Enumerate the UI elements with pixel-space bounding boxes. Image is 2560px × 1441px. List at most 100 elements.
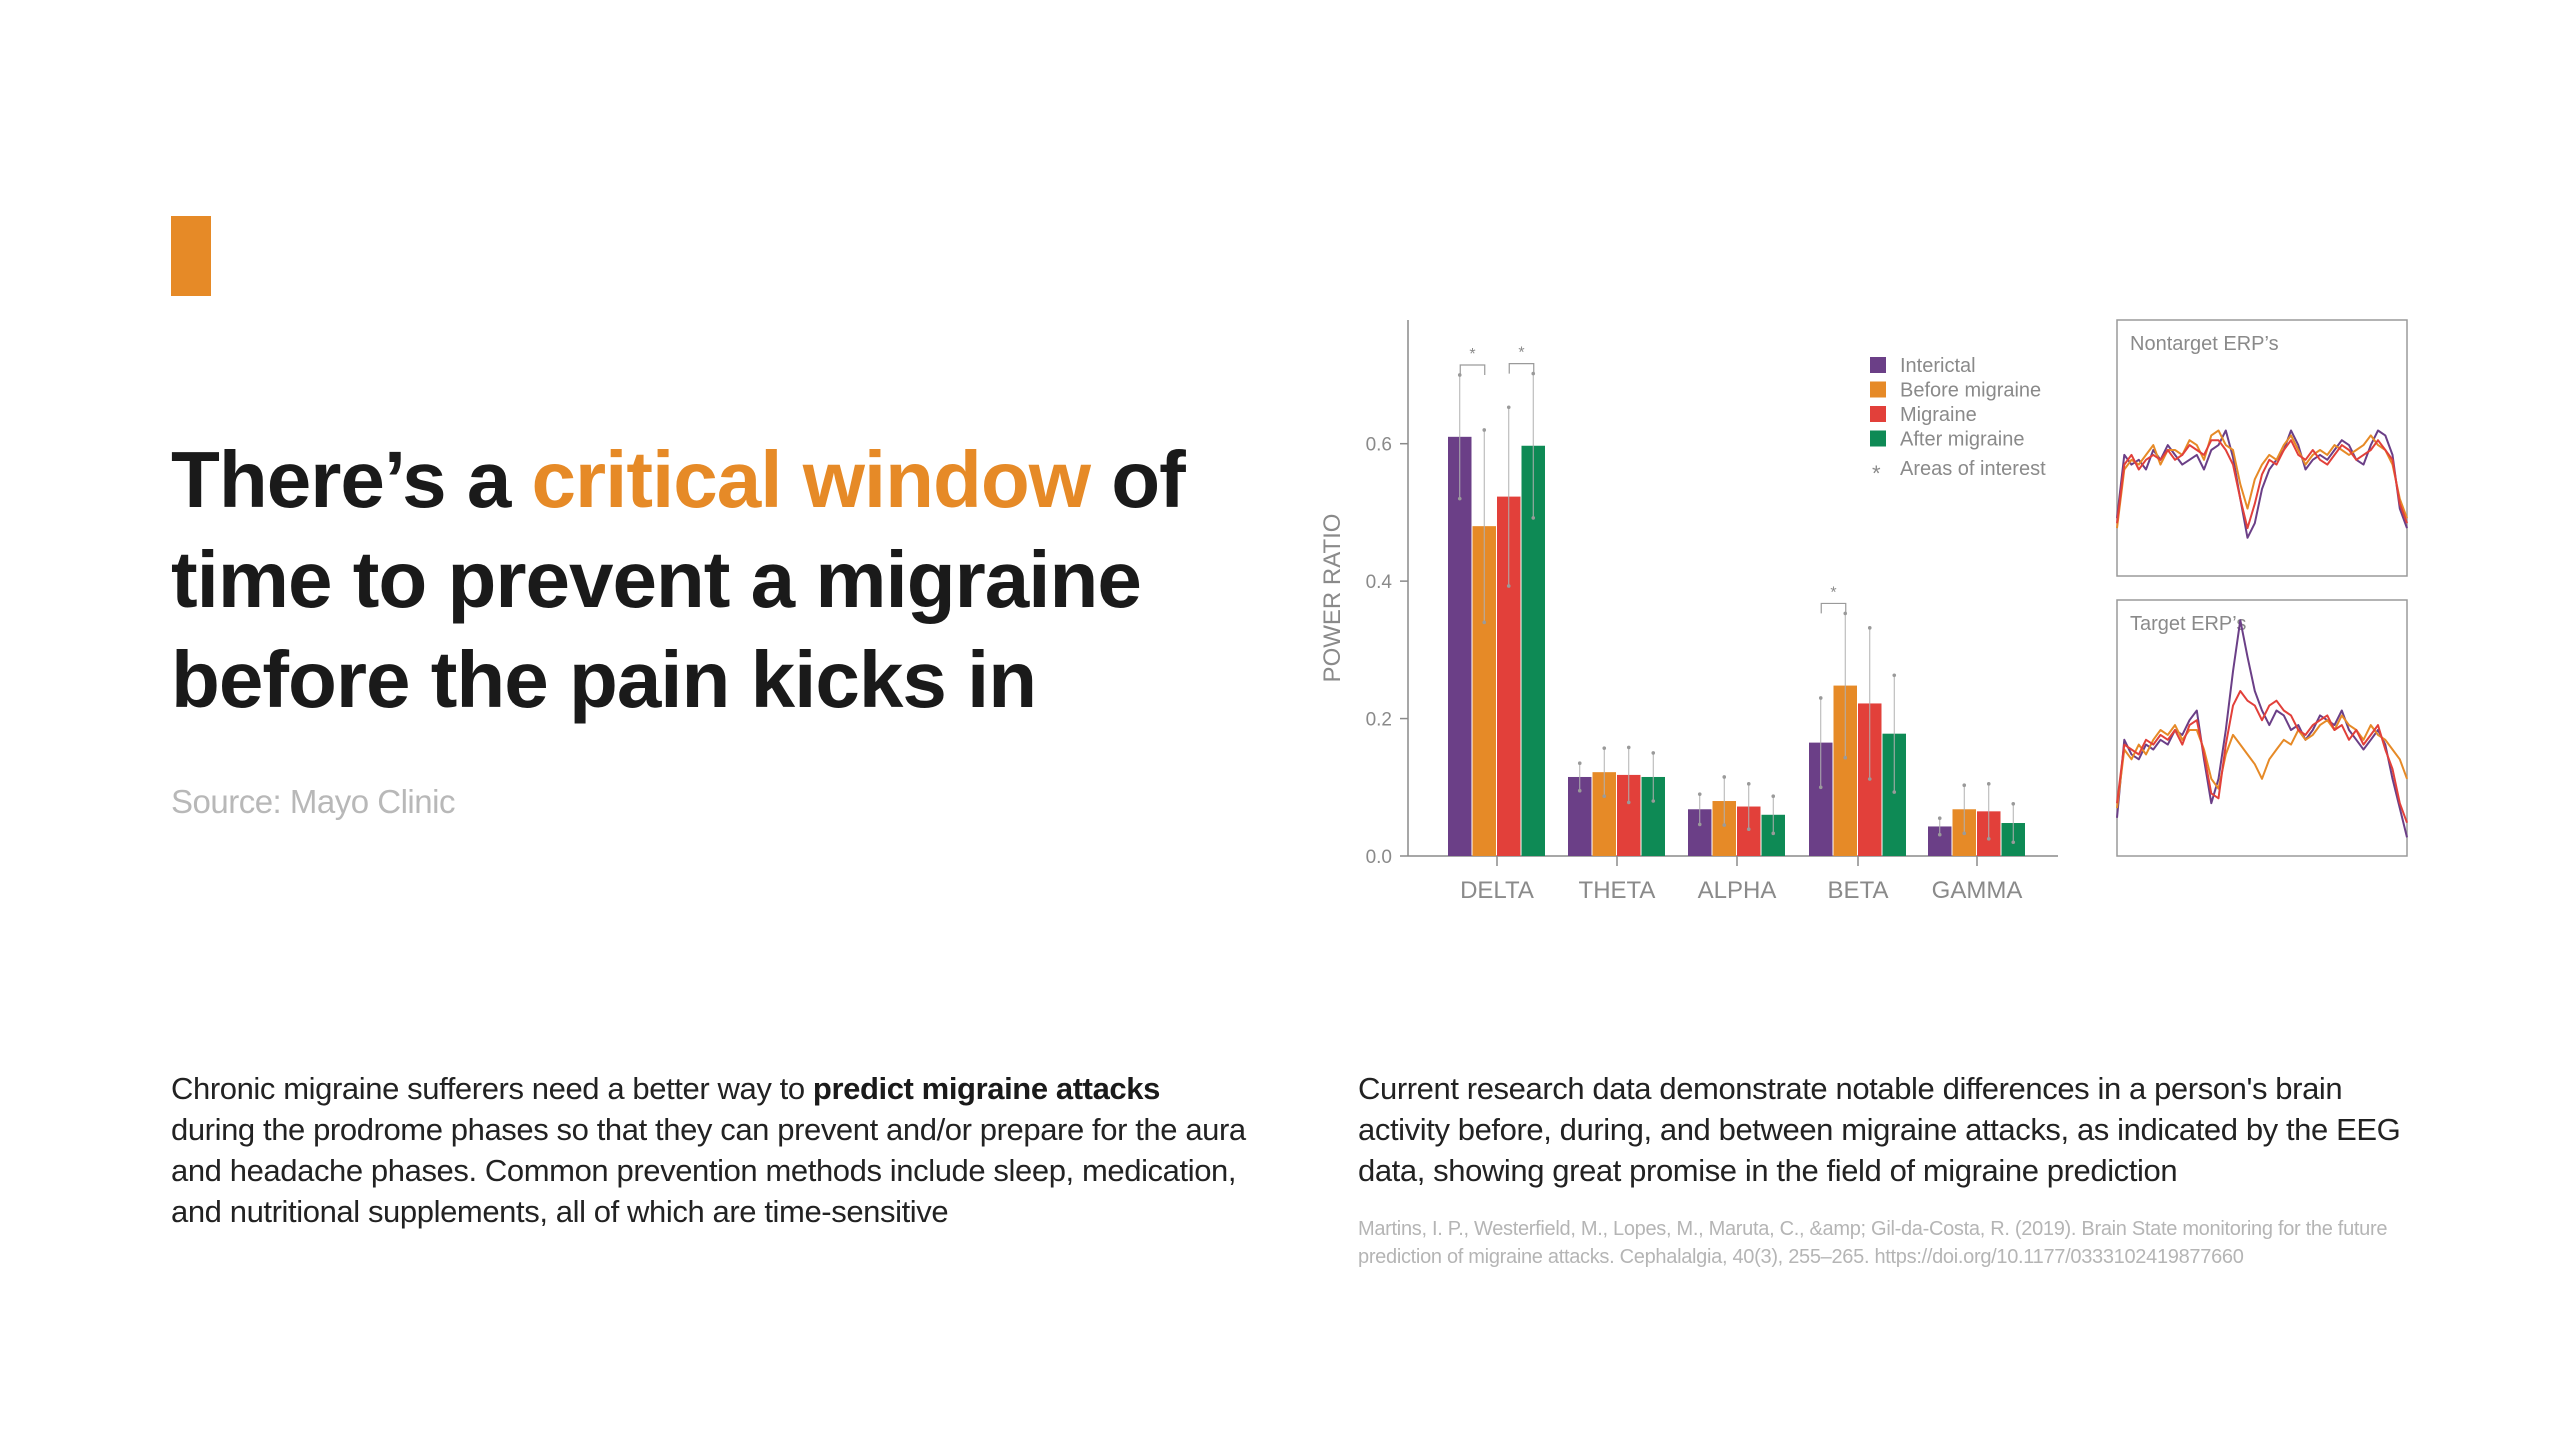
erp-line-interictal <box>2116 619 2408 838</box>
error-bar-cap <box>2011 840 2016 845</box>
error-bar-cap <box>1482 428 1487 432</box>
error-bar-cap <box>1771 794 1776 799</box>
error-bar-cap <box>1962 783 1967 788</box>
citation: Martins, I. P., Westerfield, M., Lopes, … <box>1358 1218 2388 1268</box>
bar-alpha-3 <box>1761 814 1785 856</box>
error-bar-cap <box>1506 405 1511 410</box>
error-bar-cap <box>1962 831 1967 836</box>
y-tick-label: 0.6 <box>1366 435 1392 456</box>
legend-swatch-0 <box>1870 357 1886 373</box>
error-bar-cap <box>1892 673 1897 678</box>
erp-line-migraine <box>2116 439 2408 530</box>
left-paragraph-before: Chronic migraine sufferers need a better… <box>171 1071 813 1106</box>
bar-alpha-1 <box>1712 801 1736 856</box>
erp-panel-title: Target ERP’s <box>2130 613 2246 635</box>
bar-beta-1 <box>1833 685 1857 856</box>
bar-alpha-0 <box>1688 809 1712 856</box>
headline: There’s a critical window of time to pre… <box>171 430 1231 730</box>
error-bar-cap <box>1986 782 1991 786</box>
legend-swatch-3 <box>1870 430 1886 447</box>
error-bar-cap <box>1457 496 1462 501</box>
error-bar-cap <box>1651 799 1656 803</box>
bar-theta-0 <box>1568 776 1592 856</box>
significance-bracket <box>1820 602 1847 614</box>
error-bar-cap <box>1722 775 1727 779</box>
category-label: BETA <box>1828 877 1889 904</box>
right-paragraph: Current research data demonstrate notabl… <box>1358 1071 2401 1188</box>
erp-line-before-migraine <box>2116 714 2408 809</box>
left-paragraph: Chronic migraine sufferers need a better… <box>171 1068 1251 1232</box>
bar-theta-2 <box>1617 774 1641 856</box>
error-bar-cap <box>1506 584 1511 588</box>
category-label: ALPHA <box>1698 877 1777 904</box>
headline-part1: There’s a <box>171 435 532 524</box>
error-bar-cap <box>1843 755 1848 760</box>
error-bar-cap <box>1482 620 1487 625</box>
error-bar-cap <box>1722 823 1727 827</box>
bar-theta-1 <box>1592 772 1616 856</box>
bar-delta-0 <box>1448 436 1472 856</box>
error-bar-cap <box>1651 751 1656 755</box>
erp-line-migraine <box>2116 690 2408 824</box>
error-bar-cap <box>1771 831 1776 836</box>
significance-bracket <box>1459 364 1486 375</box>
headline-part2: of time to prevent a migraine before the… <box>171 435 1186 724</box>
error-bar-cap <box>2011 801 2016 806</box>
erp-panel-frame-1 <box>2116 599 2408 857</box>
legend-swatch-1 <box>1870 381 1886 398</box>
significance-bracket <box>1508 363 1535 374</box>
y-tick-label: 0.4 <box>1366 572 1393 593</box>
error-bar-cap <box>1697 792 1702 796</box>
erp-panel-title: Nontarget ERP’s <box>2130 333 2279 355</box>
areas-of-interest-star: * <box>1872 461 1881 486</box>
legend-label: After migraine <box>1900 429 2025 451</box>
erp-line-interictal <box>2116 429 2408 539</box>
bar-gamma-0 <box>1928 826 1952 856</box>
error-bar-cap <box>1626 800 1631 805</box>
error-bar-cap <box>1746 827 1751 831</box>
legend-label: Interictal <box>1900 355 1976 377</box>
error-bar-cap <box>1867 777 1872 781</box>
left-paragraph-bold: predict migraine attacks <box>812 1071 1160 1106</box>
legend-label: Before migraine <box>1900 380 2041 402</box>
y-axis-label: POWER RATIO <box>1319 514 1346 683</box>
y-tick-label: 0.0 <box>1366 847 1392 868</box>
areas-of-interest-label: Areas of interest <box>1900 458 2046 480</box>
erp-panel-frame-0 <box>2116 319 2408 577</box>
left-paragraph-after: during the prodrome phases so that they … <box>171 1112 1246 1229</box>
error-bar-cap <box>1937 816 1942 821</box>
error-bar-cap <box>1602 794 1607 799</box>
error-bar-cap <box>1577 788 1582 793</box>
legend-label: Migraine <box>1900 404 1977 426</box>
headline-highlight: critical window <box>531 435 1091 524</box>
error-bar-cap <box>1892 790 1897 794</box>
error-bar-cap <box>1818 785 1823 790</box>
accent-bar <box>171 216 211 296</box>
bar-delta-3 <box>1521 445 1545 856</box>
significance-star: * <box>1518 345 1524 362</box>
source-caption: Source: Mayo Clinic <box>171 783 455 820</box>
category-label: THETA <box>1579 877 1656 904</box>
error-bar-cap <box>1746 782 1751 786</box>
error-bar-cap <box>1986 837 1991 841</box>
error-bar-cap <box>1626 745 1631 750</box>
error-bar-cap <box>1602 746 1607 750</box>
error-bar-cap <box>1818 696 1823 700</box>
error-bar-cap <box>1697 822 1702 827</box>
y-tick-label: 0.2 <box>1366 710 1392 731</box>
bar-delta-2 <box>1497 496 1521 856</box>
error-bar-cap <box>1577 761 1582 766</box>
significance-star: * <box>1830 584 1836 601</box>
significance-star: * <box>1469 346 1475 363</box>
error-bar-cap <box>1937 832 1942 837</box>
bar-theta-3 <box>1641 776 1665 856</box>
category-label: GAMMA <box>1932 877 2023 904</box>
error-bar-cap <box>1867 626 1872 630</box>
erp-line-before-migraine <box>2116 429 2408 529</box>
bar-beta-3 <box>1882 733 1906 856</box>
bar-beta-0 <box>1809 742 1833 856</box>
error-bar-cap <box>1531 516 1536 520</box>
bar-alpha-2 <box>1737 806 1761 856</box>
category-label: DELTA <box>1460 877 1534 904</box>
